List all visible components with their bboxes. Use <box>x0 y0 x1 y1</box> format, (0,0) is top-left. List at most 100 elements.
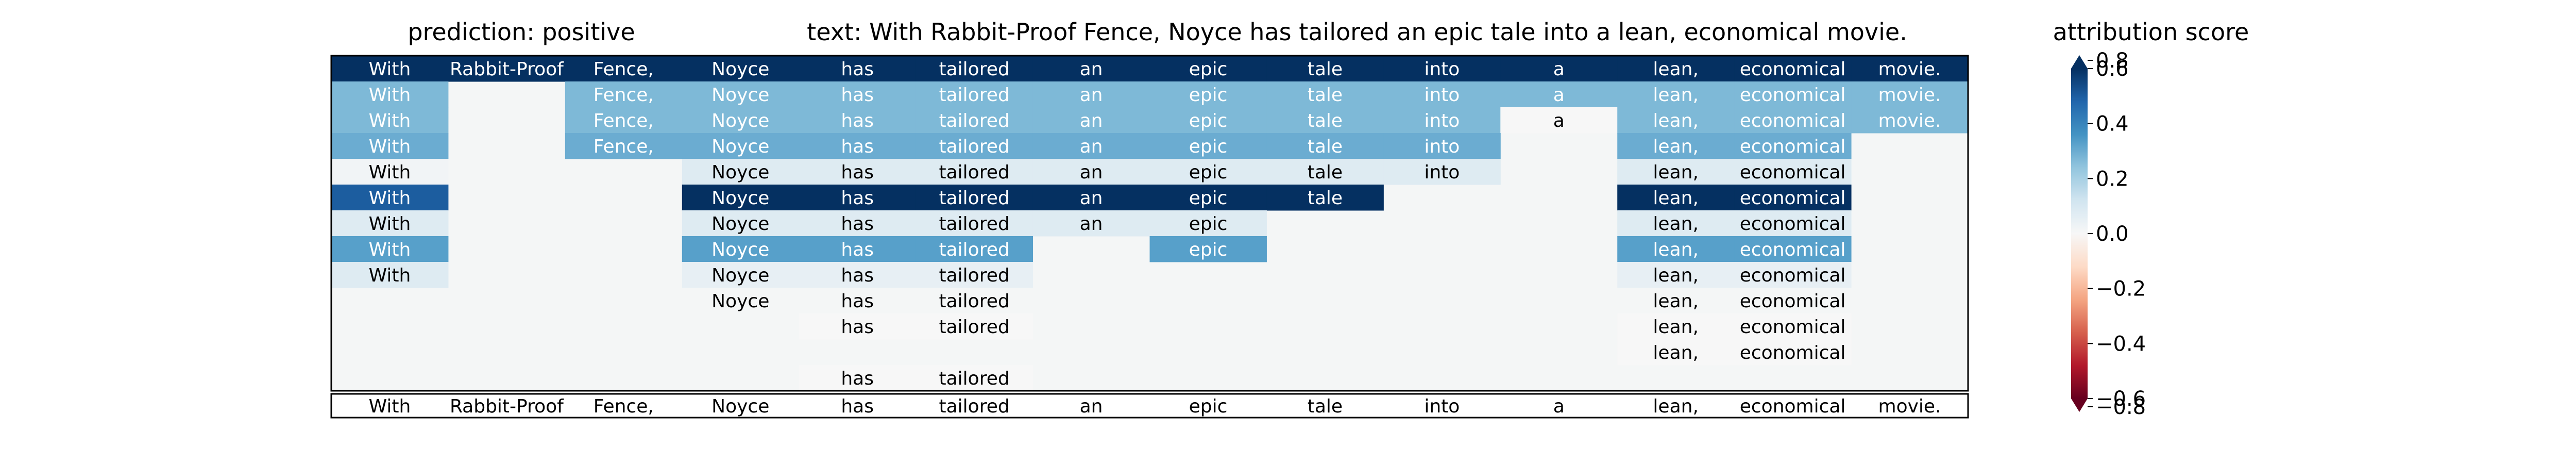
heatmap-cell <box>1734 210 1852 237</box>
heatmap-cell <box>916 159 1033 185</box>
heatmap-cell <box>916 185 1033 211</box>
heatmap-cell <box>799 81 917 108</box>
heatmap-cell <box>799 159 917 185</box>
heatmap-cell <box>1383 107 1501 134</box>
cell-token-label: With <box>369 239 411 260</box>
heatmap-cell <box>682 133 800 159</box>
cell-token-label: Noyce <box>711 188 769 209</box>
footer-token: epic <box>1189 396 1228 417</box>
heatmap-cell <box>1617 236 1735 262</box>
colorbar-tick-label: −0.6 <box>2096 387 2146 411</box>
cell-token-label: has <box>841 85 874 106</box>
cell-token-label: a <box>1553 85 1565 106</box>
footer-token: Rabbit-Proof <box>450 396 564 417</box>
heatmap-cell <box>916 133 1033 159</box>
heatmap-cell <box>1032 133 1150 159</box>
heatmap-cell <box>1266 81 1384 108</box>
cell-token-label: economical <box>1740 291 1846 312</box>
heatmap-cell <box>682 262 800 288</box>
cell-token-label: With <box>369 136 411 157</box>
cell-token-label: a <box>1553 59 1565 80</box>
footer-token: tale <box>1308 396 1343 417</box>
heatmap-cell <box>1617 262 1735 288</box>
cell-token-label: Fence, <box>594 85 654 106</box>
cell-token-label: With <box>369 213 411 235</box>
heatmap-cell <box>799 133 917 159</box>
cell-token-label: With <box>369 188 411 209</box>
colorbar-tick-label: 0.8 <box>2096 49 2129 73</box>
heatmap-cell <box>1500 81 1618 108</box>
heatmap-cell <box>1617 339 1735 366</box>
cell-token-label: epic <box>1189 110 1228 131</box>
cell-token-label: lean, <box>1653 59 1698 80</box>
heatmap-cell <box>1734 313 1852 340</box>
cell-token-label: an <box>1080 59 1103 80</box>
footer-token: has <box>841 396 874 417</box>
footer-token: With <box>369 396 411 417</box>
cell-token-label: a <box>1553 110 1565 131</box>
heatmap-cell <box>1149 185 1267 211</box>
cell-token-label: economical <box>1740 110 1846 131</box>
cell-token-label: an <box>1080 162 1103 183</box>
cell-token-label: tailored <box>939 162 1009 183</box>
heatmap-cell <box>1032 185 1150 211</box>
heatmap-cell <box>331 210 449 237</box>
colorbar-title: attribution score <box>2053 18 2249 46</box>
heatmap-cell <box>799 185 917 211</box>
cell-token-label: tailored <box>939 85 1009 106</box>
footer-token: movie. <box>1878 396 1941 417</box>
cell-token-label: tale <box>1308 136 1343 157</box>
cell-token-label: Noyce <box>711 59 769 80</box>
cell-token-label: economical <box>1740 59 1846 80</box>
heatmap-cell <box>916 56 1033 82</box>
cell-token-label: an <box>1080 85 1103 106</box>
heatmap-cell <box>799 313 917 340</box>
cell-token-label: With <box>369 162 411 183</box>
cell-token-label: tailored <box>939 239 1009 260</box>
heatmap-cell <box>682 288 800 314</box>
cell-token-label: With <box>369 265 411 286</box>
cell-token-label: Noyce <box>711 239 769 260</box>
heatmap-cell <box>1266 185 1384 211</box>
cell-token-label: has <box>841 136 874 157</box>
cell-token-label: has <box>841 110 874 131</box>
heatmap-cell <box>1617 313 1735 340</box>
heatmap-cell <box>1851 107 1969 134</box>
cell-token-label: epic <box>1189 239 1228 260</box>
cell-token-label: With <box>369 110 411 131</box>
footer-token: Fence, <box>594 396 654 417</box>
cell-token-label: lean, <box>1653 162 1698 183</box>
heatmap-cell <box>799 56 917 82</box>
cell-token-label: has <box>841 213 874 235</box>
cell-token-label: tale <box>1308 162 1343 183</box>
cell-token-label: has <box>841 239 874 260</box>
heatmap-cell <box>1734 288 1852 314</box>
colorbar-tick-label: 0.4 <box>2096 112 2129 136</box>
heatmap-cell <box>799 210 917 237</box>
heatmap-cell <box>682 56 800 82</box>
heatmap-cell <box>1032 159 1150 185</box>
heatmap-cell <box>682 81 800 108</box>
prediction-title: prediction: positive <box>408 18 635 46</box>
cell-token-label: economical <box>1740 162 1846 183</box>
heatmap-cell <box>565 81 683 108</box>
footer-frame <box>330 393 1969 419</box>
cell-token-label: Noyce <box>711 162 769 183</box>
cell-token-label: into <box>1424 136 1460 157</box>
cell-token-label: Noyce <box>711 265 769 286</box>
cell-token-label: tailored <box>939 317 1009 338</box>
cell-token-label: tailored <box>939 110 1009 131</box>
cell-token-label: Rabbit-Proof <box>450 59 564 80</box>
heatmap-cell <box>799 107 917 134</box>
cell-token-label: has <box>841 59 874 80</box>
cell-token-label: has <box>841 162 874 183</box>
cell-token-label: tailored <box>939 188 1009 209</box>
heatmap-cell <box>1734 56 1852 82</box>
cell-token-label: tale <box>1308 85 1343 106</box>
cell-token-label: lean, <box>1653 239 1698 260</box>
heatmap-cell <box>331 262 449 288</box>
heatmap-cell <box>1734 159 1852 185</box>
heatmap-cell <box>1617 107 1735 134</box>
heatmap-cell <box>565 107 683 134</box>
